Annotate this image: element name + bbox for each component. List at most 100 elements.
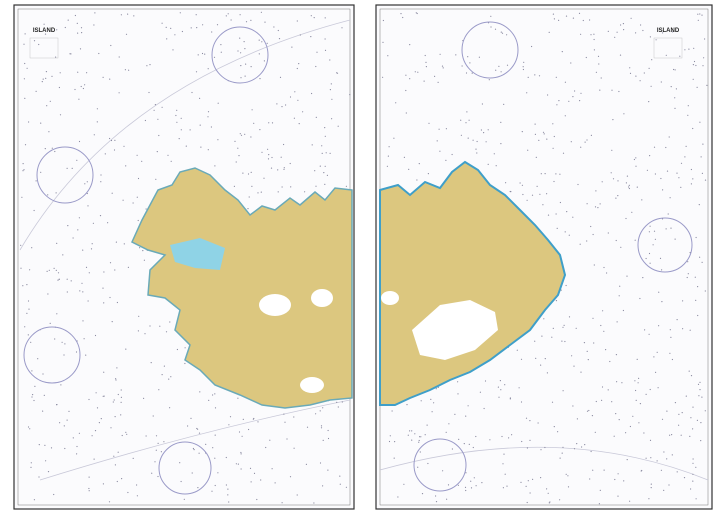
sounding-dot: [421, 493, 424, 495]
sounding-dot: [635, 389, 637, 392]
sounding-dot: [693, 60, 696, 63]
sounding-dot: [441, 65, 444, 67]
sounding-dot: [703, 57, 705, 59]
sounding-dot: [692, 480, 694, 482]
sounding-dot: [701, 396, 703, 398]
sounding-dot: [652, 244, 654, 246]
sounding-dot: [23, 78, 25, 80]
sounding-dot: [552, 327, 554, 329]
sounding-dot: [23, 169, 25, 171]
sounding-dot: [494, 28, 497, 30]
sounding-dot: [405, 74, 407, 76]
sounding-dot: [64, 447, 66, 450]
sounding-dot: [527, 76, 529, 78]
sounding-dot: [290, 186, 292, 188]
sounding-dot: [589, 478, 591, 480]
sounding-dot: [656, 351, 658, 353]
sounding-dot: [662, 32, 664, 34]
sounding-dot: [670, 227, 672, 229]
sounding-dot: [103, 395, 105, 397]
sounding-dot: [47, 194, 49, 196]
sounding-dot: [260, 11, 262, 13]
glacier: [300, 377, 324, 393]
sounding-dot: [311, 92, 313, 95]
sounding-dot: [114, 416, 116, 418]
sounding-dot: [51, 147, 53, 149]
sounding-dot: [674, 69, 676, 71]
sounding-dot: [466, 111, 468, 113]
sounding-dot: [58, 86, 61, 89]
sounding-dot: [595, 71, 598, 73]
sounding-dot: [669, 434, 671, 436]
sounding-dot: [284, 421, 286, 423]
sounding-dot: [555, 173, 557, 175]
sounding-dot: [680, 162, 683, 164]
sounding-dot: [648, 333, 650, 335]
sounding-dot: [629, 72, 632, 74]
sounding-dot: [565, 473, 567, 475]
sounding-dot: [592, 317, 594, 319]
sounding-dot: [649, 36, 652, 38]
sounding-dot: [683, 477, 686, 479]
sounding-dot: [639, 403, 642, 405]
sounding-dot: [26, 312, 28, 314]
sounding-dot: [388, 146, 390, 148]
sounding-dot: [264, 21, 266, 23]
sounding-dot: [518, 387, 520, 389]
sounding-dot: [179, 12, 181, 14]
sounding-dot: [442, 470, 444, 472]
sounding-dot: [161, 106, 163, 108]
sounding-dot: [313, 17, 315, 19]
sounding-dot: [56, 404, 58, 406]
sounding-dot: [108, 501, 111, 503]
sounding-dot: [250, 171, 252, 173]
sounding-dot: [689, 435, 691, 437]
sounding-dot: [644, 329, 646, 331]
sounding-dot: [590, 134, 593, 136]
sheet-title: ISLAND: [657, 28, 680, 34]
sounding-dot: [217, 472, 219, 474]
sounding-dot: [584, 444, 586, 446]
sounding-dot: [235, 161, 237, 163]
sounding-dot: [239, 37, 241, 39]
sounding-dot: [692, 458, 694, 460]
sounding-dot: [674, 238, 676, 240]
sounding-dot: [580, 92, 582, 94]
sounding-dot: [623, 480, 625, 482]
sounding-dot: [617, 495, 619, 497]
sounding-dot: [648, 498, 650, 500]
sounding-dot: [534, 123, 536, 125]
compass-rose: [413, 438, 467, 492]
sounding-dot: [699, 389, 701, 391]
sounding-dot: [91, 243, 93, 245]
sounding-dot: [192, 447, 194, 450]
sounding-dot: [195, 71, 198, 73]
sounding-dot: [304, 191, 306, 193]
sounding-dot: [548, 31, 550, 33]
sounding-dot: [670, 336, 672, 338]
sounding-dot: [552, 13, 555, 15]
sounding-dot: [674, 97, 676, 99]
sounding-dot: [676, 319, 678, 321]
sounding-dot: [501, 435, 503, 438]
sounding-dot: [451, 153, 453, 156]
sounding-dot: [580, 146, 582, 148]
sounding-dot: [497, 386, 499, 388]
sounding-dot: [467, 405, 469, 407]
sounding-dot: [387, 155, 389, 157]
sounding-dot: [626, 459, 628, 461]
sounding-dot: [402, 16, 404, 19]
sounding-dot: [697, 314, 699, 317]
sounding-dot: [163, 365, 165, 367]
sounding-dot: [198, 432, 201, 434]
sounding-dot: [520, 358, 523, 360]
sounding-dot: [535, 357, 537, 359]
sounding-dot: [67, 19, 69, 21]
sounding-dot: [30, 341, 32, 343]
sounding-dot: [57, 272, 60, 274]
sounding-dot: [160, 451, 162, 453]
sounding-dot: [690, 168, 693, 171]
sounding-dot: [33, 399, 35, 402]
sounding-dot: [645, 257, 647, 260]
